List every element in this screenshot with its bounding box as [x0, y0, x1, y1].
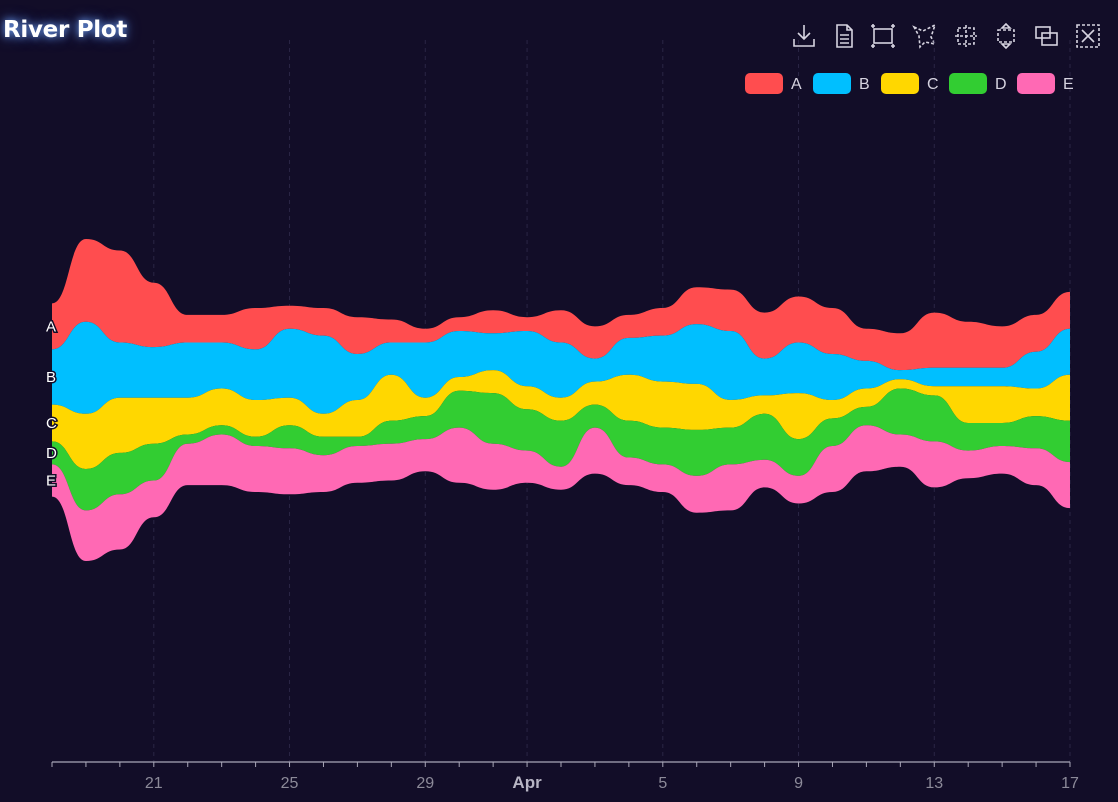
- legend-swatch: [745, 73, 783, 94]
- restore-icon: [1035, 26, 1058, 46]
- legend-label: A: [791, 76, 802, 93]
- chart-title: River Plot: [3, 17, 128, 43]
- series-label-c: C: [46, 415, 57, 432]
- series-labels: A B CDE: [45, 317, 59, 491]
- zoom-reset-icon: [997, 22, 1015, 50]
- series-label-e: E: [46, 473, 56, 490]
- clear-icon: [1076, 24, 1100, 48]
- legend: A B C D E: [745, 73, 1074, 94]
- zoom-button[interactable]: [952, 22, 980, 50]
- x-tick-label: 17: [1061, 775, 1079, 792]
- legend-item-a[interactable]: A: [745, 73, 802, 94]
- series-label-b: B: [46, 369, 56, 386]
- legend-label: E: [1063, 76, 1074, 93]
- zoom-reset-button[interactable]: [992, 22, 1020, 50]
- x-tick-label: 5: [658, 775, 667, 792]
- download-button[interactable]: [790, 22, 818, 50]
- series-label-d: D: [46, 445, 57, 462]
- data-view-button[interactable]: [830, 22, 858, 50]
- rect-select-button[interactable]: [869, 22, 897, 50]
- x-tick-label: 9: [794, 775, 803, 792]
- x-tick-label: 25: [281, 775, 299, 792]
- stream-c[interactable]: [52, 370, 1070, 469]
- restore-button[interactable]: [1033, 22, 1061, 50]
- x-tick-label: 13: [925, 775, 943, 792]
- rect-select-icon: [871, 24, 895, 48]
- data-view-icon: [836, 24, 853, 48]
- clear-button[interactable]: [1074, 22, 1102, 50]
- legend-swatch: [949, 73, 987, 94]
- zoom-icon: [955, 25, 977, 47]
- legend-swatch: [881, 73, 919, 94]
- legend-item-b[interactable]: B: [813, 73, 870, 94]
- legend-swatch: [1017, 73, 1055, 94]
- stream-a[interactable]: [52, 239, 1070, 371]
- stream-b[interactable]: [52, 321, 1070, 414]
- legend-swatch: [813, 73, 851, 94]
- x-tick-label: 21: [145, 775, 163, 792]
- legend-label: C: [927, 76, 939, 93]
- legend-item-c[interactable]: C: [881, 73, 939, 94]
- x-tick-label: Apr: [512, 773, 542, 792]
- x-tick-label: 29: [416, 775, 434, 792]
- legend-item-e[interactable]: E: [1017, 73, 1074, 94]
- legend-label: D: [995, 76, 1007, 93]
- stream-layers: [52, 239, 1070, 561]
- x-axis: 21 25 29 Apr 5 9 13 17: [51, 761, 1079, 792]
- stream-d[interactable]: [52, 388, 1070, 511]
- download-icon: [793, 25, 815, 47]
- stream-e[interactable]: [52, 425, 1070, 561]
- series-label-a: A: [46, 318, 56, 335]
- legend-item-d[interactable]: D: [949, 73, 1007, 94]
- legend-label: B: [859, 76, 870, 93]
